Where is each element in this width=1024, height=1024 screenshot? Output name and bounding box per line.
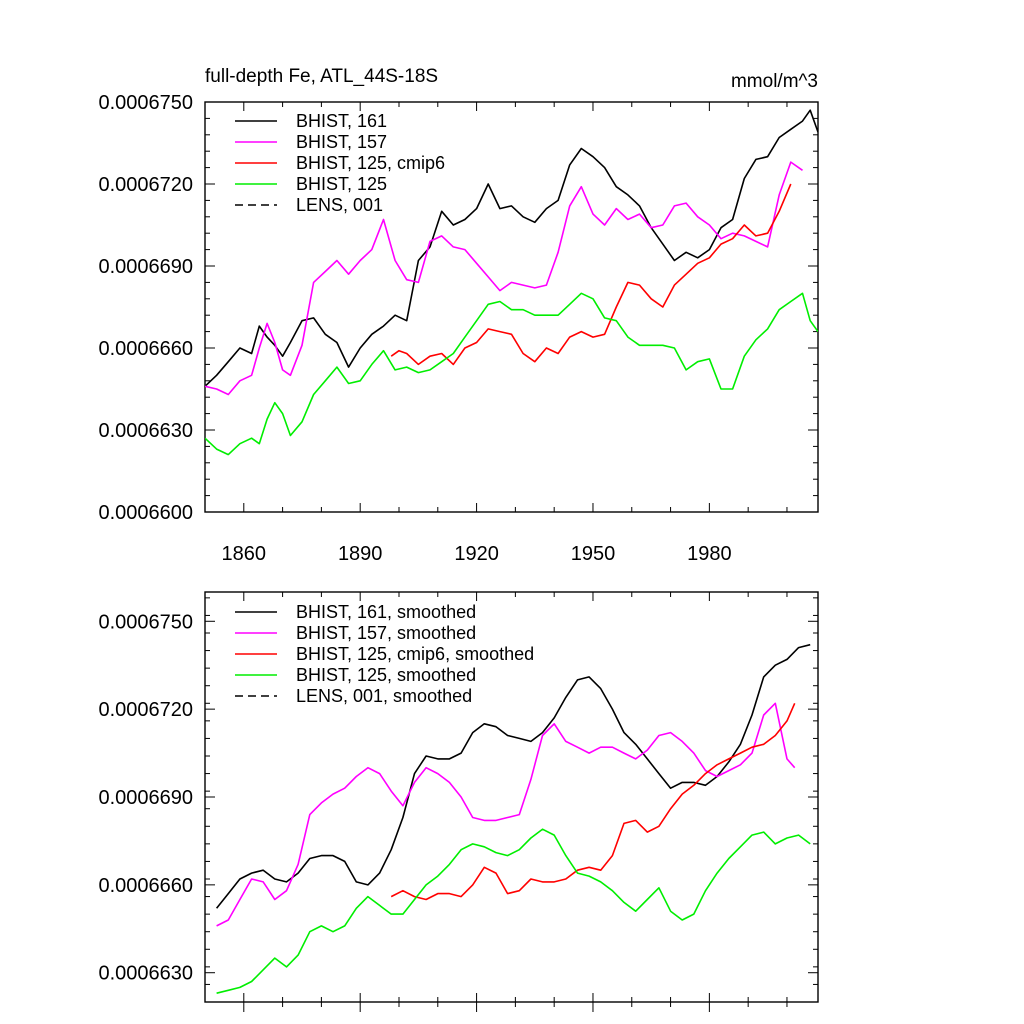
y-tick-label: 0.0006690 — [98, 256, 193, 278]
y-tick-label: 0.0006720 — [98, 699, 193, 721]
series-line-bhist-157 — [205, 161, 803, 396]
plot-frame — [204, 101, 819, 513]
legend-label: BHIST, 125 — [296, 174, 387, 194]
y-tick-label: 0.0006690 — [98, 787, 193, 809]
y-tick-label: 0.0006630 — [98, 963, 193, 985]
units-label: mmol/m^3 — [731, 71, 818, 92]
y-tick-label: 0.0006750 — [98, 92, 193, 114]
y-tick-label: 0.0006750 — [98, 611, 193, 633]
series-line-bhist-161-smoothed — [215, 643, 811, 909]
legend-label: BHIST, 157 — [296, 132, 387, 152]
x-tick-label: 1890 — [338, 543, 383, 565]
legend-label: BHIST, 125, cmip6, smoothed — [296, 644, 534, 664]
chart-title: full-depth Fe, ATL_44S-18S — [205, 66, 438, 87]
series-line-bhist-125-cmip6-smoothed — [390, 702, 796, 901]
series-line-bhist-157-smoothed — [216, 702, 796, 927]
legend-label: BHIST, 161 — [296, 111, 387, 131]
x-tick-label: 1950 — [571, 543, 616, 565]
y-tick-label: 0.0006660 — [98, 338, 193, 360]
legend-label: LENS, 001 — [296, 195, 383, 215]
y-tick-label: 0.0006660 — [98, 875, 193, 897]
y-tick-label: 0.0006600 — [98, 502, 193, 524]
x-tick-label: 1920 — [454, 543, 499, 565]
legend-label: BHIST, 125, smoothed — [296, 665, 476, 685]
top-panel: 1860 1890 1920 1950 1980 0.0006600 0.0006630 0.… — [98, 92, 819, 565]
legend-label: BHIST, 125, cmip6 — [296, 153, 445, 173]
series-line-bhist-125-cmip6 — [390, 183, 792, 366]
series-line-bhist-161 — [205, 109, 818, 387]
y-tick-label: 0.0006630 — [98, 420, 193, 442]
series-line-bhist-125-smoothed — [216, 828, 811, 994]
legend-label: LENS, 001, smoothed — [296, 686, 472, 706]
x-tick-label: 1860 — [222, 543, 267, 565]
legend-label: BHIST, 161, smoothed — [296, 602, 476, 622]
bottom-panel: 0.0006630 0.0006660 0.0006690 0.0006720 0.00… — [98, 591, 819, 1012]
y-tick-label: 0.0006720 — [98, 174, 193, 196]
legend-label: BHIST, 157, smoothed — [296, 623, 476, 643]
series-line-bhist-125 — [205, 292, 818, 456]
x-tick-label: 1980 — [687, 543, 732, 565]
